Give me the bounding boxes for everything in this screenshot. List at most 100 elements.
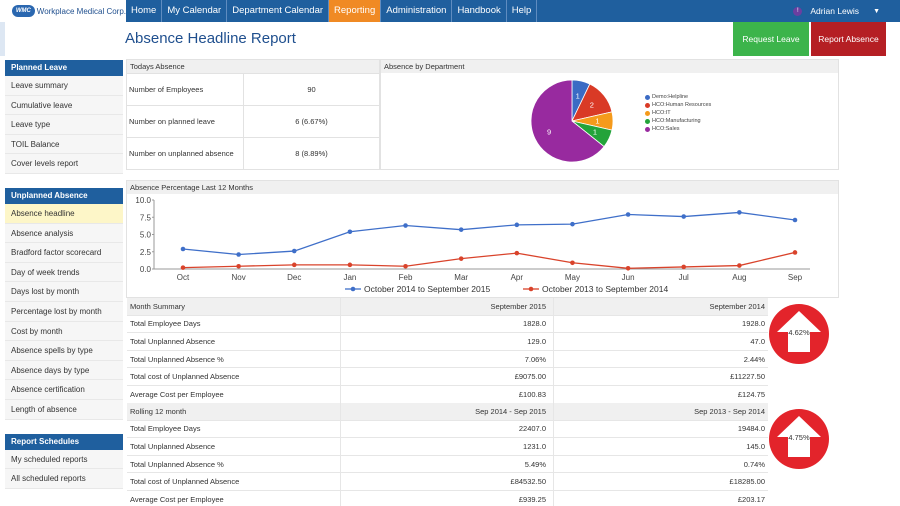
table-row: Total Unplanned Absence 129.0 47.0 [127,333,768,351]
pie-slice-label: 1 [593,128,597,137]
sidebar-item-absence-certification[interactable]: Absence certification [5,380,123,400]
legend-label: HCO:Manufacturing [652,118,701,124]
row-value: 0.74% [743,459,765,469]
logo-text: Workplace Medical Corp. [36,6,126,16]
row-value: £203.17 [737,494,765,504]
legend-label: HCO:Human Resources [652,102,712,108]
data-point [514,222,520,228]
row-value: 1928.0 [742,319,765,329]
today-row-unplanned: Number on unplanned absence 8 (8.89%) [127,137,379,169]
row-value: £124.75 [737,389,765,399]
row-value: 7.06% [341,350,554,368]
absence-trend-panel [126,180,839,298]
row-label: Average Cost per Employee [127,490,341,506]
row-value: 1828.0 [341,315,554,333]
data-point [347,229,353,235]
sidebar-item-leave-type[interactable]: Leave type [5,115,123,135]
table-row: Total Unplanned Absence % 5.49% 0.74% [127,455,768,474]
chevron-down-icon[interactable]: ▼ [873,7,880,15]
nav-handbook[interactable]: Handbook [452,0,507,22]
sidebar-item-all-scheduled-reports[interactable]: All scheduled reports [5,469,123,489]
header-cell: September 2014 [709,301,765,311]
legend-item: HCO:IT [645,110,712,116]
sidebar-item-cover-levels-report[interactable]: Cover levels report [5,154,123,174]
sidebar: Planned Leave Leave summary Cumulative l… [5,60,123,489]
sidebar-item-absence-headline[interactable]: Absence headline [5,203,123,224]
table-header-row: Rolling 12 month Sep 2014 - Sep 2015 Sep… [127,403,768,421]
logo-badge: WMC [12,5,35,17]
nav-home[interactable]: Home [126,0,163,22]
sidebar-item-cumulative-leave[interactable]: Cumulative leave [5,95,123,116]
pie-slice-label: 9 [547,128,551,137]
data-point [458,256,464,261]
row-label: Total cost of Unplanned Absence [127,473,341,490]
legend-label: HCO:IT [652,110,671,116]
legend-label: HCO:Sales [652,126,680,132]
rolling-12-month-table: Rolling 12 month Sep 2014 - Sep 2015 Sep… [127,403,768,506]
todays-absence-title: Todays Absence [127,60,379,73]
legend-label: October 2014 to September 2015 [364,284,490,294]
increase-arrow-icon: 4.62% [769,304,829,364]
pie-slice [530,79,605,163]
sidebar-item-leave-summary[interactable]: Leave summary [5,76,123,96]
y-tick-label: 5.0 [140,231,152,240]
legend-item: HCO:Manufacturing [645,118,712,124]
data-point [236,263,241,269]
report-absence-button[interactable]: Report Absence [811,22,886,56]
legend-swatch [645,103,650,108]
nav-help[interactable]: Help [507,0,538,22]
header-cell: Sep 2014 - Sep 2015 [341,403,554,420]
row-value: £11227.50 [730,372,765,382]
series-line [182,251,796,269]
table-row: Total Employee Days 1828.0 1928.0 [127,315,768,334]
x-tick-label: Aug [732,273,746,282]
nav-department-calendar[interactable]: Department Calendar [227,0,330,22]
row-value: £939.25 [341,490,554,506]
company-logo[interactable]: WMC Workplace Medical Corp. [0,0,126,22]
today-label: Number on unplanned absence [127,138,244,169]
row-value: 1231.0 [341,438,554,455]
sidebar-item-day-of-week-trends[interactable]: Day of week trends [5,262,123,283]
left-accent-strip [0,22,5,56]
sidebar-item-percentage-lost-by-month[interactable]: Percentage lost by month [5,301,123,322]
row-value: 22407.0 [341,420,554,438]
data-point [403,263,408,269]
nav-reporting[interactable]: Reporting [329,0,382,22]
x-tick-label: Nov [232,273,246,282]
sidebar-heading-report-schedules: Report Schedules [5,433,123,450]
main-nav: Home My Calendar Department Calendar Rep… [126,0,538,22]
sidebar-item-absence-days-by-type[interactable]: Absence days by type [5,360,123,381]
sidebar-item-absence-spells-by-type[interactable]: Absence spells by type [5,341,123,361]
legend-item: HCO:Human Resources [645,102,712,108]
row-value: 129.0 [341,333,554,350]
data-point [291,262,297,268]
data-point [403,223,408,228]
sidebar-item-length-of-absence[interactable]: Length of absence [5,399,123,420]
row-label: Total cost of Unplanned Absence [127,368,341,385]
sidebar-item-bradford-factor-scorecard[interactable]: Bradford factor scorecard [5,243,123,263]
today-label: Number of Employees [127,74,244,105]
x-tick-label: Mar [454,273,468,282]
request-leave-button[interactable]: Request Leave [733,22,809,56]
table-row: Total Unplanned Absence 1231.0 145.0 [127,438,768,456]
today-row-planned: Number on planned leave 6 (6.67%) [127,105,379,137]
data-point [514,250,520,256]
data-point [625,212,631,217]
header-cell: Rolling 12 month [127,403,341,420]
nav-my-calendar[interactable]: My Calendar [162,0,228,22]
legend-swatch [645,119,650,124]
notification-icon[interactable]: ! [793,6,803,16]
legend-swatch [645,111,650,116]
sidebar-item-toil-balance[interactable]: TOIL Balance [5,134,123,155]
sidebar-item-absence-analysis[interactable]: Absence analysis [5,223,123,244]
legend-label: October 2013 to September 2014 [542,284,668,294]
nav-administration[interactable]: Administration [381,0,453,22]
today-label: Number on planned leave [127,106,244,137]
sidebar-item-cost-by-month[interactable]: Cost by month [5,321,123,342]
row-label: Total Employee Days [127,315,341,333]
sidebar-item-days-lost-by-month[interactable]: Days lost by month [5,282,123,302]
user-menu[interactable]: ! Adrian Lewis ▼ [793,0,880,22]
data-point [681,214,687,219]
sidebar-item-my-scheduled-reports[interactable]: My scheduled reports [5,449,123,470]
